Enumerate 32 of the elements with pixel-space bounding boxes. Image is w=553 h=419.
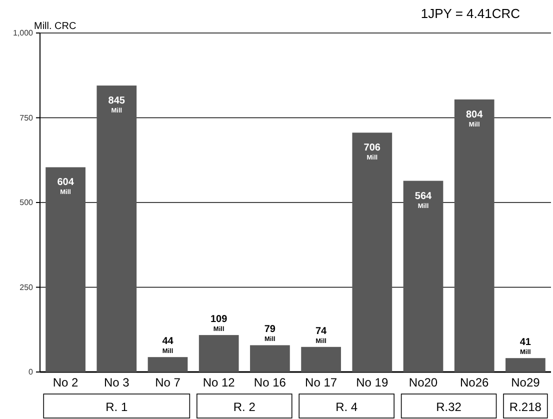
text: R. 4: [336, 400, 358, 414]
y-tick-label: 750: [20, 113, 34, 122]
text: R. 2: [233, 400, 256, 414]
x-tick-label: No20: [408, 376, 438, 390]
bar: [506, 358, 546, 372]
x-tick-label: No 17: [305, 376, 338, 390]
y-axis-title: Mill. CRC: [34, 21, 76, 32]
y-tick-label: 250: [20, 282, 34, 292]
x-tick-label: No 2: [52, 376, 79, 390]
x-tick-label: No 7: [155, 376, 181, 390]
y-tick-label: 0: [28, 368, 34, 377]
x-tick-label: No 19: [356, 376, 388, 390]
text: R.218: [509, 400, 542, 414]
text: 1JPY = 4.41CRC: [420, 6, 520, 21]
bar: [250, 345, 290, 372]
bar: [454, 99, 494, 372]
x-tick-label: No29: [511, 376, 540, 390]
x-tick-label: No26: [460, 376, 490, 390]
y-tick-label: 1,000: [12, 28, 34, 38]
bar: [148, 357, 188, 372]
x-tick-label: No 3: [104, 376, 130, 390]
bar: [301, 346, 341, 372]
bar: [96, 86, 137, 372]
bar: [352, 132, 392, 372]
text: R.32: [436, 400, 462, 414]
y-tick-label: 500: [20, 198, 34, 208]
text: R. 1: [106, 400, 128, 414]
bar: [46, 167, 86, 372]
bar: [403, 180, 444, 372]
bar: [198, 335, 239, 372]
x-tick-label: No 16: [254, 376, 286, 390]
x-tick-label: No 12: [202, 376, 236, 390]
